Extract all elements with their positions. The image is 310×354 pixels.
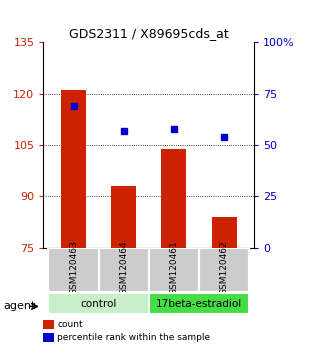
Bar: [199, 248, 249, 292]
Text: control: control: [80, 298, 117, 309]
Bar: [48, 248, 99, 292]
Text: GSM120464: GSM120464: [119, 240, 128, 295]
Text: GSM120463: GSM120463: [69, 240, 78, 295]
Bar: [149, 293, 249, 314]
Bar: [61, 90, 86, 248]
Bar: [99, 248, 149, 292]
Bar: [111, 186, 136, 248]
Text: percentile rank within the sample: percentile rank within the sample: [57, 333, 210, 342]
Bar: [149, 248, 199, 292]
Text: count: count: [57, 320, 83, 329]
Text: GSM120461: GSM120461: [169, 240, 178, 295]
Text: 17beta-estradiol: 17beta-estradiol: [156, 298, 242, 309]
Title: GDS2311 / X89695cds_at: GDS2311 / X89695cds_at: [69, 27, 229, 40]
Bar: [161, 149, 186, 248]
Text: GSM120462: GSM120462: [219, 240, 228, 295]
Text: agent: agent: [3, 301, 35, 311]
Bar: [48, 293, 149, 314]
Bar: [211, 217, 237, 248]
